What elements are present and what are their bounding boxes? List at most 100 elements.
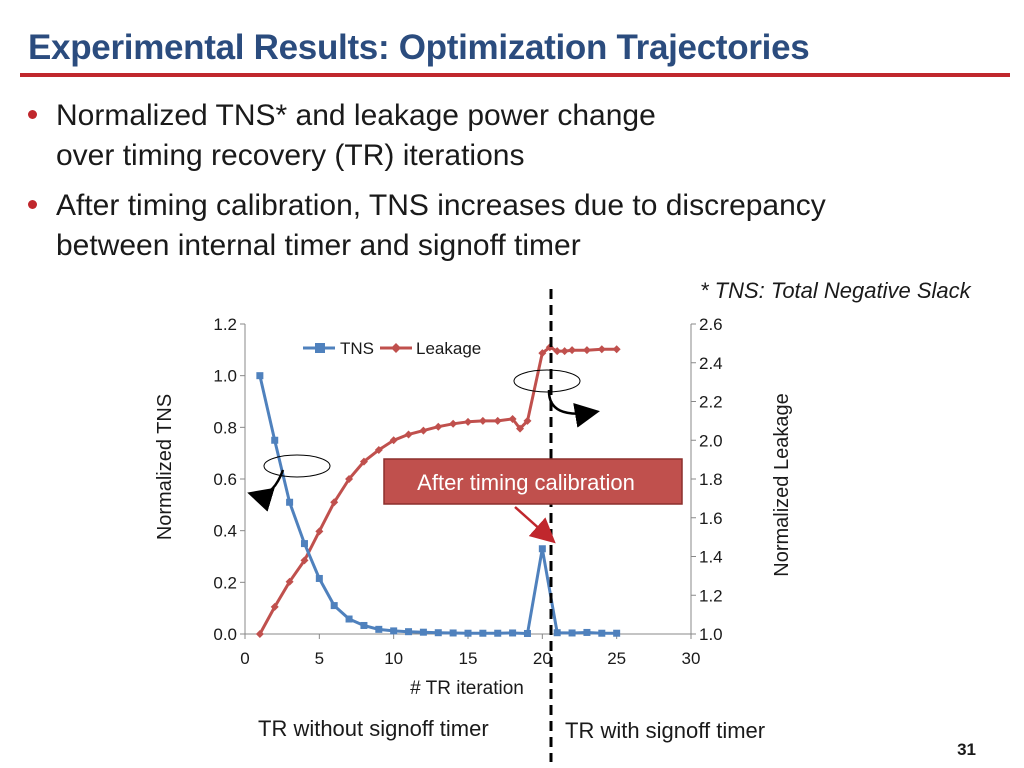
bullet-item: Normalized TNS* and leakage power change… xyxy=(28,96,1018,176)
tns-point xyxy=(375,625,383,633)
y2-tick-label: 2.0 xyxy=(699,431,723,450)
leakage-point xyxy=(434,422,443,431)
legend-marker-leakage xyxy=(391,343,401,353)
leakage-point xyxy=(359,457,368,466)
leakage-point xyxy=(560,347,569,356)
annotation-box xyxy=(383,458,683,505)
leakage-point xyxy=(553,347,562,356)
leakage-point xyxy=(612,345,621,354)
bullet-dot-icon xyxy=(28,110,37,119)
leakage-point xyxy=(285,577,294,586)
tns-point xyxy=(553,629,561,637)
tns-point xyxy=(360,621,368,629)
tns-point xyxy=(464,629,472,637)
leakage-point xyxy=(389,436,398,445)
region-left-label: TR without signoff timer xyxy=(258,716,489,741)
tns-point xyxy=(479,629,487,637)
tns-point xyxy=(613,629,621,637)
leakage-point xyxy=(345,475,354,483)
tns-point xyxy=(583,628,591,636)
leakage-callout-ellipse xyxy=(513,369,581,393)
tns-point xyxy=(271,436,279,444)
leakage-point xyxy=(300,556,309,565)
y2-axis-label: Normalized Leakage xyxy=(771,393,793,576)
tns-callout-ellipse xyxy=(263,454,331,478)
legend-label-tns: TNS xyxy=(340,339,374,358)
y-tick-label: 0.4 xyxy=(213,522,237,541)
tns-point xyxy=(286,498,294,506)
title-underline xyxy=(20,73,1010,77)
tns-callout-arrow xyxy=(247,469,285,512)
y2-tick-label: 1.4 xyxy=(699,548,723,567)
page-number: 31 xyxy=(957,740,976,759)
y-tick-label: 0.0 xyxy=(213,625,237,644)
x-tick-label: 25 xyxy=(607,649,626,668)
tns-point xyxy=(390,627,398,635)
tns-point xyxy=(405,628,413,636)
leakage-point xyxy=(464,417,472,426)
x-tick-label: 5 xyxy=(315,649,324,668)
tns-point xyxy=(434,629,442,637)
bullet-list: Normalized TNS* and leakage power change… xyxy=(28,96,1018,276)
y2-tick-label: 2.4 xyxy=(699,354,723,373)
leakage-point xyxy=(597,345,606,354)
leakage-point xyxy=(404,430,413,439)
tns-point xyxy=(345,615,353,623)
y2-tick-label: 1.6 xyxy=(699,509,723,528)
tns-point xyxy=(523,629,531,637)
bullet-text: Normalized TNS* and leakage power change… xyxy=(56,99,656,172)
leakage-point xyxy=(270,602,279,611)
y-axis-label: Normalized TNS xyxy=(154,394,176,540)
leakage-point xyxy=(419,426,428,435)
y2-tick-label: 1.0 xyxy=(699,625,723,644)
x-tick-label: 20 xyxy=(533,649,552,668)
bullet-dot-icon xyxy=(28,200,37,209)
x-tick-label: 0 xyxy=(240,649,249,668)
leakage-point xyxy=(493,416,502,425)
annotation-text: After timing calibration xyxy=(417,470,635,495)
leakage-point xyxy=(538,349,547,358)
tns-point xyxy=(256,372,264,380)
leakage-point xyxy=(516,424,525,433)
tns-point xyxy=(315,574,323,582)
leakage-point xyxy=(478,416,487,425)
tns-point xyxy=(538,545,546,553)
x-tick-label: 15 xyxy=(459,649,478,668)
annotation-arrow xyxy=(514,506,556,544)
leakage-point xyxy=(374,445,383,454)
tns-point xyxy=(330,602,338,610)
leakage-point xyxy=(508,414,517,423)
tns-point xyxy=(509,629,517,637)
leakage-callout-arrow xyxy=(547,389,600,428)
y2-tick-label: 1.8 xyxy=(699,470,723,489)
x-axis-label: # TR iteration xyxy=(410,678,524,699)
y2-tick-label: 1.2 xyxy=(699,586,723,605)
leakage-point xyxy=(255,630,264,638)
leakage-point xyxy=(568,346,577,355)
leakage-point xyxy=(330,498,339,507)
legend-label-leakage: Leakage xyxy=(416,339,481,358)
x-tick-label: 10 xyxy=(384,649,403,668)
tns-point xyxy=(419,628,427,636)
tns-point xyxy=(300,540,308,548)
y2-tick-label: 2.6 xyxy=(699,315,723,334)
bullet-text: After timing calibration, TNS increases … xyxy=(56,189,826,262)
tns-point xyxy=(449,629,457,637)
y-tick-label: 1.2 xyxy=(213,315,237,334)
leakage-point xyxy=(582,346,591,355)
y-tick-label: 0.2 xyxy=(213,573,237,592)
y-tick-label: 1.0 xyxy=(213,367,237,386)
tns-point xyxy=(598,629,606,637)
leakage-point xyxy=(449,419,458,428)
footnote: * TNS: Total Negative Slack xyxy=(700,278,971,303)
legend-marker-tns xyxy=(315,343,325,353)
tns-point xyxy=(494,629,502,637)
leakage-point xyxy=(315,527,324,536)
tns-point xyxy=(568,629,576,637)
x-tick-label: 30 xyxy=(682,649,701,668)
leakage-point xyxy=(523,416,532,425)
y2-tick-label: 2.2 xyxy=(699,393,723,412)
region-right-label: TR with signoff timer xyxy=(565,718,765,743)
y-tick-label: 0.8 xyxy=(213,418,237,437)
